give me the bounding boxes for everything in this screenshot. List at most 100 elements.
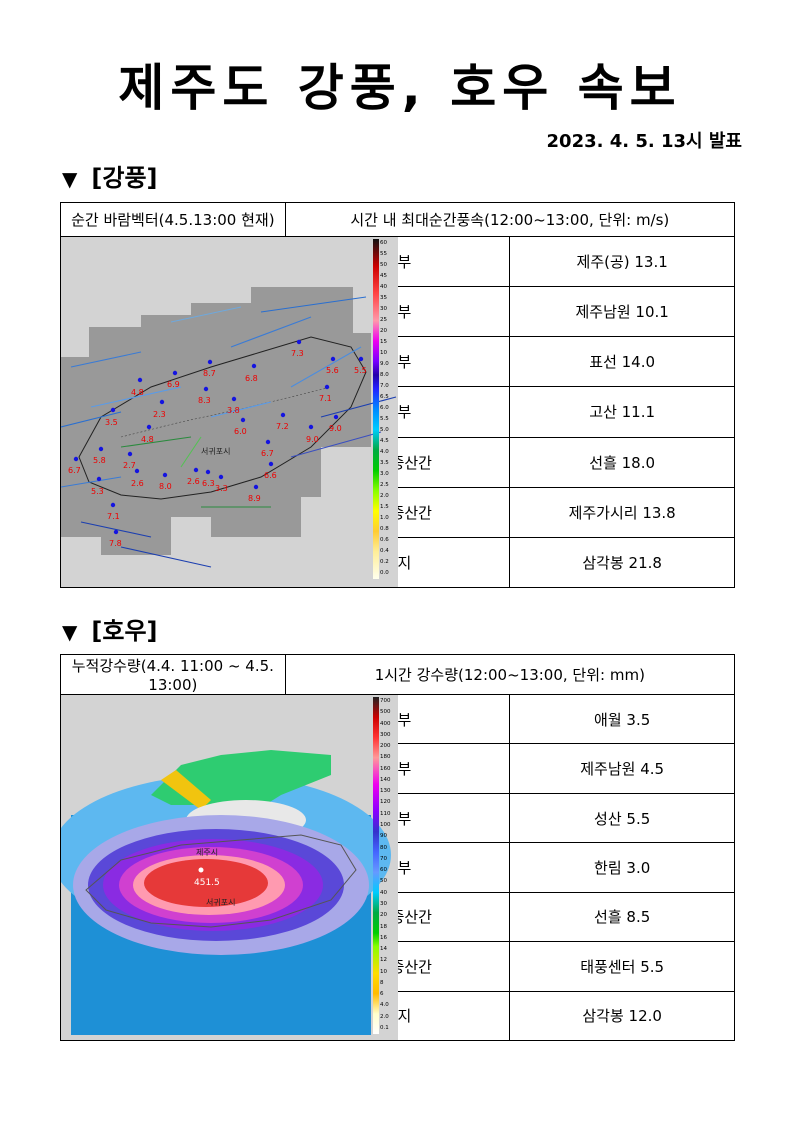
station-label: 6.6 [264, 471, 277, 480]
colorbar-tick-label: 0.4 [380, 548, 389, 554]
colorbar-tick-label: 30 [380, 306, 387, 312]
colorbar-tick-label: 50 [380, 878, 387, 885]
station-label: 6.0 [234, 427, 247, 436]
colorbar-tick-label: 10 [380, 968, 387, 975]
station-label: 7.3 [291, 349, 304, 358]
rain-colorbar-labels: 700 500 400 300 200 180 160 140 130 120 110 100 90 80… [380, 698, 396, 1032]
rain-section-label: [호우] [91, 617, 158, 645]
rain-value: 성산 5.5 [509, 792, 735, 844]
colorbar-tick-label: 200 [380, 743, 391, 750]
station-label: 5.3 [91, 487, 104, 496]
rain-map-header: 누적강수량(4.4. 11:00 ~ 4.5. 13:00) [60, 654, 286, 695]
colorbar-tick-label: 16 [380, 934, 387, 941]
colorbar-tick-label: 0.0 [380, 570, 389, 576]
station-label: 6.3 [202, 479, 215, 488]
wind-value: 표선 14.0 [509, 336, 735, 388]
colorbar-tick-label: 60 [380, 867, 387, 874]
wind-value: 삼각봉 21.8 [509, 536, 735, 589]
station-label: 3.8 [227, 406, 240, 415]
wind-value: 제주남원 10.1 [509, 286, 735, 338]
colorbar-tick-label: 140 [380, 776, 391, 783]
city-label: 제주시 [196, 848, 218, 857]
wind-value: 제주(공) 13.1 [509, 235, 735, 288]
station-label: 7.8 [109, 539, 122, 548]
station-label: 8.9 [248, 494, 261, 503]
colorbar-tick-label: 12 [380, 957, 387, 964]
colorbar-tick-label: 50 [380, 262, 387, 268]
station-label: 9.0 [306, 435, 319, 444]
colorbar-tick-label: 20 [380, 328, 387, 334]
colorbar-tick-label: 80 [380, 844, 387, 851]
station-label: 8.3 [198, 396, 211, 405]
station-label: 5.8 [93, 456, 106, 465]
colorbar-tick-label: 10 [380, 350, 387, 356]
wind-vector-map: 4.8 6.9 8.7 6.8 7.3 5.6 5.5 3.5 2.3 8.3 … [61, 237, 398, 587]
colorbar-tick-label: 4.0 [380, 1002, 389, 1009]
station-label: 6.7 [68, 466, 81, 475]
colorbar-tick-label: 6.5 [380, 394, 389, 400]
colorbar-tick-label: 55 [380, 251, 387, 257]
wind-value: 선흘 18.0 [509, 436, 735, 488]
colorbar-tick-label: 14 [380, 946, 387, 953]
station-label: 5.5 [354, 366, 367, 375]
colorbar-tick-label: 9.0 [380, 361, 389, 367]
colorbar-tick-label: 40 [380, 889, 387, 896]
colorbar-tick-label: 60 [380, 240, 387, 246]
station-label: 3.5 [105, 418, 118, 427]
colorbar-tick-label: 6.0 [380, 405, 389, 411]
colorbar-tick-label: 0.2 [380, 559, 389, 565]
station-label: 5.6 [326, 366, 339, 375]
colorbar-tick-label: 3.0 [380, 471, 389, 477]
colorbar-tick-label: 700 [380, 698, 391, 704]
colorbar-tick-label: 7.0 [380, 383, 389, 389]
rain-section-title: ▼ [호우] [62, 611, 158, 646]
colorbar-tick-label: 15 [380, 339, 387, 345]
page-title: 제주도 강풍, 호우 속보 [118, 59, 682, 117]
colorbar-tick-label: 2.5 [380, 482, 389, 488]
colorbar-tick-label: 120 [380, 799, 391, 806]
colorbar-tick-label: 2.0 [380, 1013, 389, 1020]
station-label: 6.7 [261, 449, 274, 458]
colorbar-tick-label: 18 [380, 923, 387, 930]
station-label: 7.1 [319, 394, 332, 403]
rain-map-cell: 451.5 제주시 서귀포시 700 500 400 300 200 180 160 140 1… [60, 694, 398, 1041]
colorbar-tick-label: 30 [380, 900, 387, 907]
wind-map-header: 순간 바람벡터(4.5.13:00 현재) [60, 202, 286, 237]
rain-value: 제주남원 4.5 [509, 743, 735, 794]
station-label: 2.7 [123, 461, 136, 470]
wind-value: 고산 11.1 [509, 386, 735, 438]
station-label: 7.1 [107, 512, 120, 521]
rain-table: 누적강수량(4.4. 11:00 ~ 4.5. 13:00) 1시간 강수량(1… [60, 654, 736, 1042]
colorbar-tick-label: 90 [380, 833, 387, 840]
station-label: 6.8 [245, 374, 258, 383]
rain-value: 태풍센터 5.5 [509, 941, 735, 992]
rain-value: 애월 3.5 [509, 693, 735, 745]
colorbar-tick-label: 0.6 [380, 537, 389, 543]
colorbar-tick-label: 45 [380, 273, 387, 279]
station-label: 8.7 [203, 369, 216, 378]
colorbar-tick-label: 110 [380, 810, 391, 817]
wind-map-cell: 4.8 6.9 8.7 6.8 7.3 5.6 5.5 3.5 2.3 8.3 … [60, 236, 398, 588]
rain-table-header: 1시간 강수량(12:00~13:00, 단위: mm) [284, 654, 736, 695]
wind-colorbar [373, 239, 379, 579]
colorbar-tick-label: 20 [380, 912, 387, 919]
station-label: 4.8 [131, 388, 144, 397]
colorbar-tick-label: 400 [380, 720, 391, 727]
colorbar-tick-label: 1.5 [380, 504, 389, 510]
station-label: 7.2 [276, 422, 289, 431]
colorbar-tick-label: 8.0 [380, 372, 389, 378]
colorbar-tick-label: 5.0 [380, 427, 389, 433]
colorbar-tick-label: 130 [380, 788, 391, 795]
colorbar-tick-label: 25 [380, 317, 387, 323]
colorbar-tick-label: 8 [380, 979, 384, 986]
issue-date: 2023. 4. 5. 13시 발표 [546, 131, 742, 152]
station-label: 8.0 [159, 482, 172, 491]
colorbar-tick-label: 4.0 [380, 449, 389, 455]
colorbar-tick-label: 160 [380, 765, 391, 772]
colorbar-tick-label: 3.5 [380, 460, 389, 466]
colorbar-tick-label: 300 [380, 731, 391, 738]
wind-section-label: [강풍] [91, 164, 158, 192]
rain-map-graphic: 451.5 제주시 서귀포시 [61, 695, 398, 1040]
station-label: 9.0 [329, 424, 342, 433]
colorbar-tick-label: 35 [380, 295, 387, 301]
